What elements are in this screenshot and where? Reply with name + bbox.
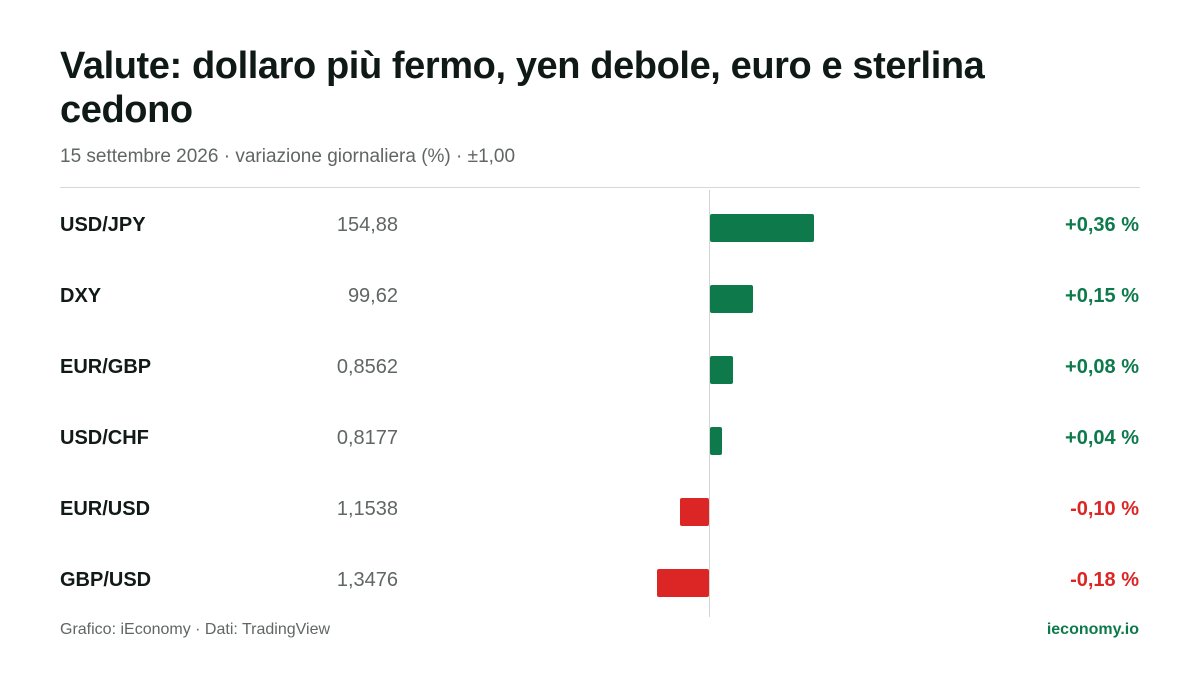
zero-axis-line (709, 190, 710, 617)
change-value-label: +0,08 % (1065, 356, 1139, 378)
price-level-label: 0,8562 (336, 356, 398, 378)
currency-row: DXY 99,62 +0,15 % (0, 261, 1200, 332)
price-level-label: 154,88 (336, 214, 398, 236)
change-bar (710, 427, 722, 455)
currency-row: GBP/USD 1,3476 -0,18 % (0, 545, 1200, 616)
currency-pair-label: DXY (60, 285, 102, 307)
currency-pair-label: USD/JPY (60, 214, 146, 236)
change-bar (710, 214, 814, 242)
currency-pair-label: USD/CHF (60, 427, 149, 449)
change-bar (657, 569, 709, 597)
currency-row: EUR/USD 1,1538 -0,10 % (0, 474, 1200, 545)
currency-row: USD/CHF 0,8177 +0,04 % (0, 403, 1200, 474)
price-level-label: 1,3476 (336, 569, 398, 591)
change-bar (680, 498, 709, 526)
change-value-label: +0,04 % (1065, 427, 1139, 449)
change-bar (710, 285, 754, 313)
chart-title: Valute: dollaro più fermo, yen debole, e… (60, 45, 985, 131)
currency-pair-label: GBP/USD (60, 569, 152, 591)
brand-link[interactable]: ieconomy.io (1046, 621, 1139, 638)
header-divider (60, 187, 1140, 188)
price-level-label: 0,8177 (336, 427, 398, 449)
change-value-label: -0,18 % (1070, 569, 1139, 591)
change-value-label: +0,15 % (1065, 285, 1139, 307)
currency-pair-label: EUR/USD (60, 498, 151, 520)
source-credit: Grafico: iEconomy · Dati: TradingView (60, 621, 331, 638)
chart-subtitle: 15 settembre 2026 · variazione giornalie… (60, 146, 516, 167)
change-bar (710, 356, 734, 384)
change-value-label: +0,36 % (1065, 214, 1139, 236)
currency-row: EUR/GBP 0,8562 +0,08 % (0, 332, 1200, 403)
currency-pair-label: EUR/GBP (60, 356, 152, 378)
price-level-label: 99,62 (347, 285, 398, 307)
change-value-label: -0,10 % (1070, 498, 1139, 520)
price-level-label: 1,1538 (336, 498, 398, 520)
currency-row: USD/JPY 154,88 +0,36 % (0, 190, 1200, 261)
